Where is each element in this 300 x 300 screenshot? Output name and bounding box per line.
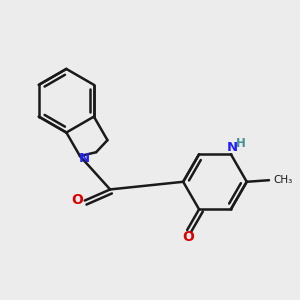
- Text: CH₃: CH₃: [273, 175, 292, 185]
- Text: O: O: [182, 230, 194, 244]
- Text: N: N: [79, 152, 90, 165]
- Text: O: O: [72, 193, 83, 207]
- Text: H: H: [236, 137, 246, 150]
- Text: N: N: [227, 141, 238, 154]
